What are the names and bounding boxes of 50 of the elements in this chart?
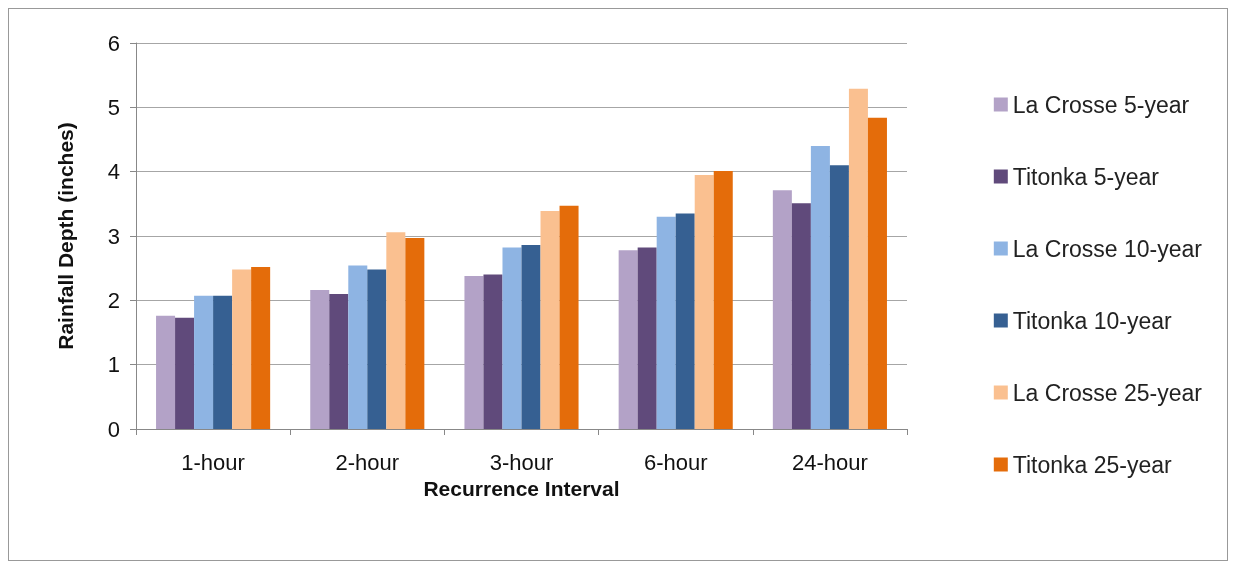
- y-tick-label: 1: [107, 352, 120, 378]
- legend-label: La Crosse 5-year: [1012, 91, 1190, 118]
- bar: [329, 293, 349, 429]
- bar: [848, 88, 868, 429]
- bar: [386, 232, 406, 429]
- bar: [618, 250, 638, 429]
- bar: [367, 269, 387, 429]
- bar: [502, 247, 522, 429]
- bar: [464, 275, 484, 429]
- y-tick-label: 0: [107, 416, 120, 442]
- x-tick-label: 3-hour: [489, 449, 554, 475]
- bar: [232, 269, 252, 429]
- x-tick-label: 1-hour: [181, 449, 245, 475]
- bar: [772, 190, 792, 429]
- y-axis-title: Rainfall Depth (inches): [54, 122, 77, 350]
- bar: [559, 205, 579, 429]
- bar: [713, 171, 733, 429]
- bar: [540, 210, 560, 429]
- bar: [251, 266, 271, 429]
- bar: [694, 174, 714, 429]
- bar: [521, 245, 541, 429]
- bar: [405, 237, 425, 429]
- bar: [637, 247, 657, 429]
- bar: [175, 317, 195, 429]
- bar: [867, 117, 887, 429]
- x-tick-label: 24-hour: [791, 449, 868, 475]
- y-tick-label: 2: [107, 287, 120, 313]
- bar: [829, 165, 849, 429]
- x-tick-label: 6-hour: [643, 449, 708, 475]
- bar: [483, 274, 503, 429]
- bar: [194, 295, 214, 429]
- y-tick-label: 4: [107, 159, 120, 185]
- legend-label: Titonka 25-year: [1012, 451, 1173, 478]
- bar: [156, 315, 176, 429]
- legend-label: Titonka 10-year: [1012, 307, 1173, 334]
- bar: [310, 290, 330, 429]
- legend-label: La Crosse 25-year: [1012, 379, 1203, 406]
- x-axis-title: Recurrence Interval: [423, 476, 620, 500]
- bar: [656, 216, 676, 429]
- bar: [791, 203, 811, 429]
- legend-label: Titonka 5-year: [1012, 163, 1160, 190]
- y-tick-label: 5: [107, 94, 120, 120]
- bar: [348, 265, 368, 429]
- bar: [675, 213, 695, 429]
- y-tick-label: 3: [107, 223, 120, 249]
- legend-label: La Crosse 10-year: [1012, 235, 1203, 262]
- x-tick-label: 2-hour: [335, 449, 400, 475]
- bar: [810, 145, 830, 429]
- bar: [213, 295, 233, 429]
- y-tick-label: 6: [107, 30, 120, 56]
